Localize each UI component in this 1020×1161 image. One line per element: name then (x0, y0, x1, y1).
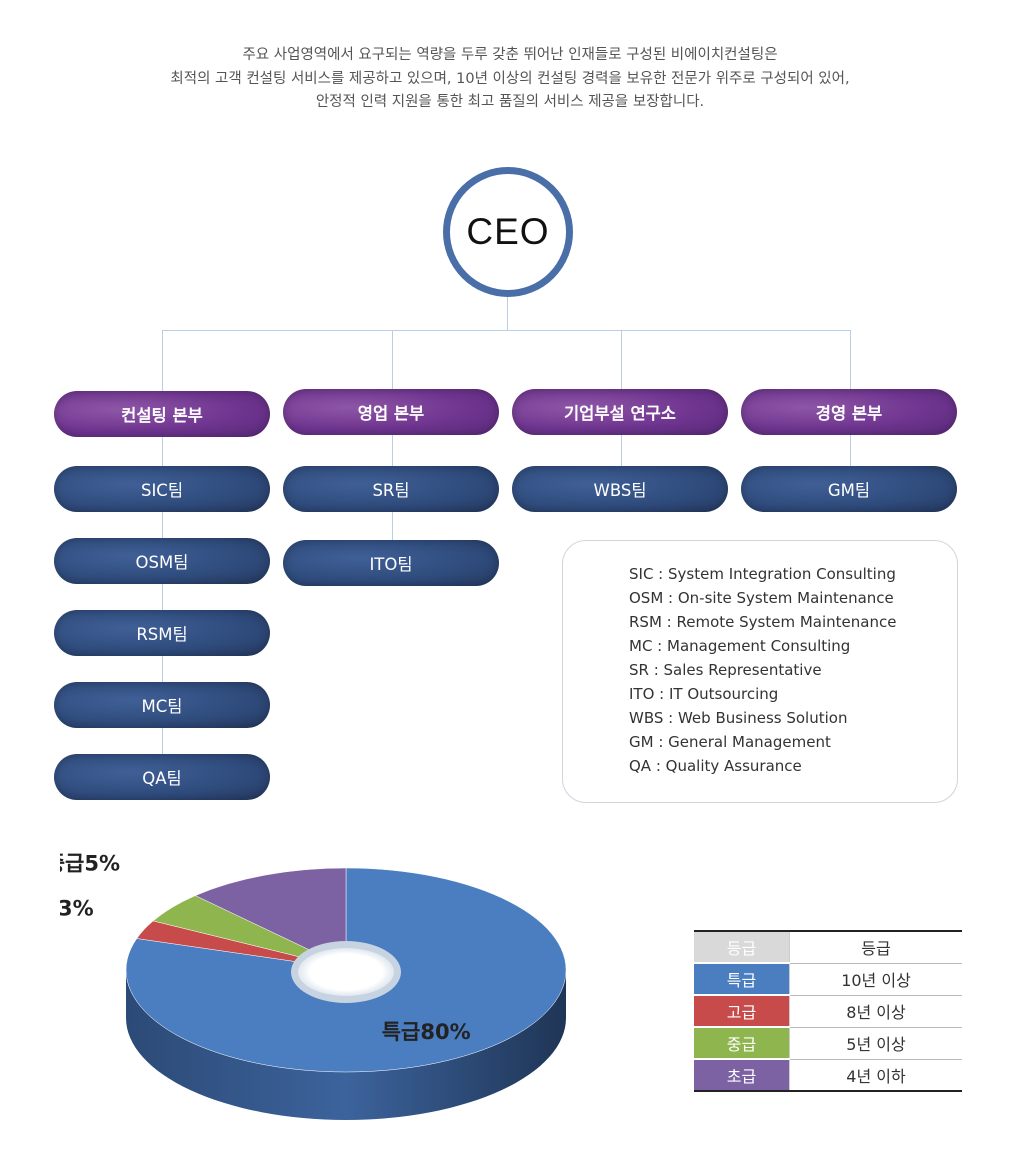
grade-cell: 특급 (694, 963, 790, 996)
team-sic: SIC팀 (54, 466, 270, 512)
pie-label: 고급3% (60, 896, 94, 920)
desc-cell: 8년 이상 (789, 995, 962, 1028)
grade-cell: 초급 (694, 1059, 790, 1091)
legend-item: SR : Sales Representative (629, 661, 822, 679)
legend-item: WBS : Web Business Solution (629, 709, 848, 727)
pie-top (125, 867, 567, 1073)
table-row: 초급 4년 이하 (694, 1059, 962, 1091)
team-gm: GM팀 (741, 466, 957, 512)
dept-label: 경영 본부 (815, 404, 883, 423)
table-header-row: 등급 등급 (694, 931, 962, 964)
connector-dept-2 (392, 330, 393, 563)
team-label: WBS팀 (593, 481, 647, 500)
desc-cell: 5년 이상 (789, 1027, 962, 1060)
legend-item: ITO : IT Outsourcing (629, 685, 779, 703)
table-row: 중급 5년 이상 (694, 1027, 962, 1060)
team-mc: MC팀 (54, 682, 270, 728)
table-row: 고급 8년 이상 (694, 995, 962, 1028)
ceo-node: CEO (443, 167, 573, 297)
pie-side-wall (126, 970, 566, 1120)
team-label: GM팀 (827, 481, 871, 500)
team-qa: QA팀 (54, 754, 270, 800)
dept-management: 경영 본부 (741, 389, 957, 435)
team-label: SIC팀 (140, 481, 184, 500)
team-label: RSM팀 (136, 625, 188, 644)
legend-item: SIC : System Integration Consulting (629, 565, 896, 583)
pie-hole (298, 948, 394, 996)
intro-line: 주요 사업영역에서 요구되는 역량을 두루 갖춘 뛰어난 인재들로 구성된 비에… (242, 47, 778, 63)
connector-horizontal (162, 330, 851, 331)
team-wbs: WBS팀 (512, 466, 728, 512)
team-rsm: RSM팀 (54, 610, 270, 656)
intro-text: 주요 사업영역에서 요구되는 역량을 두루 갖춘 뛰어난 인재들로 구성된 비에… (0, 44, 1020, 115)
intro-line: 안정적 인력 지원을 통한 최고 품질의 서비스 제공을 보장합니다. (315, 94, 705, 110)
team-label: ITO팀 (369, 555, 413, 574)
team-label: MC팀 (141, 697, 183, 716)
grade-cell: 중급 (694, 1027, 790, 1060)
dept-sales: 영업 본부 (283, 389, 499, 435)
grade-table: 등급 등급 특급 10년 이상 고급 8년 이상 중급 5년 이상 초급 4년 … (694, 930, 962, 1092)
grade-cell: 고급 (694, 995, 790, 1028)
dept-label: 영업 본부 (357, 404, 425, 423)
dept-research: 기업부설 연구소 (512, 389, 728, 435)
ceo-label: CEO (466, 211, 550, 252)
team-label: SR팀 (372, 481, 410, 500)
table-header-cell: 등급 (694, 931, 790, 964)
table-row: 특급 10년 이상 (694, 963, 962, 996)
legend-item: QA : Quality Assurance (629, 757, 802, 775)
pie-label: 특급80% (382, 1020, 471, 1044)
legend-item: RSM : Remote System Maintenance (629, 613, 897, 631)
abbreviation-legend: SIC : System Integration Consulting OSM … (562, 540, 958, 803)
legend-item: MC : Management Consulting (629, 637, 851, 655)
team-label: OSM팀 (135, 553, 189, 572)
dept-label: 기업부설 연구소 (563, 404, 676, 423)
legend-item: OSM : On-site System Maintenance (629, 589, 894, 607)
dept-label: 컨설팅 본부 (121, 406, 203, 425)
pie-labels: 특급80%고급3%중급5%초급12% (60, 852, 471, 1044)
connector-ceo (507, 296, 508, 330)
table-header-cell: 등급 (789, 931, 962, 964)
dept-consulting: 컨설팅 본부 (54, 391, 270, 437)
team-osm: OSM팀 (54, 538, 270, 584)
team-sr: SR팀 (283, 466, 499, 512)
legend-item: GM : General Management (629, 733, 831, 751)
grade-pie-chart: 특급80%고급3%중급5%초급12% (60, 852, 567, 1120)
intro-line: 최적의 고객 컨설팅 서비스를 제공하고 있으며, 10년 이상의 컨설팅 경력… (170, 70, 850, 87)
desc-cell: 4년 이하 (789, 1059, 962, 1091)
pie-side (126, 970, 566, 1120)
pie-label: 중급5% (60, 852, 120, 876)
desc-cell: 10년 이상 (789, 963, 962, 996)
team-label: QA팀 (142, 769, 182, 788)
team-ito: ITO팀 (283, 540, 499, 586)
